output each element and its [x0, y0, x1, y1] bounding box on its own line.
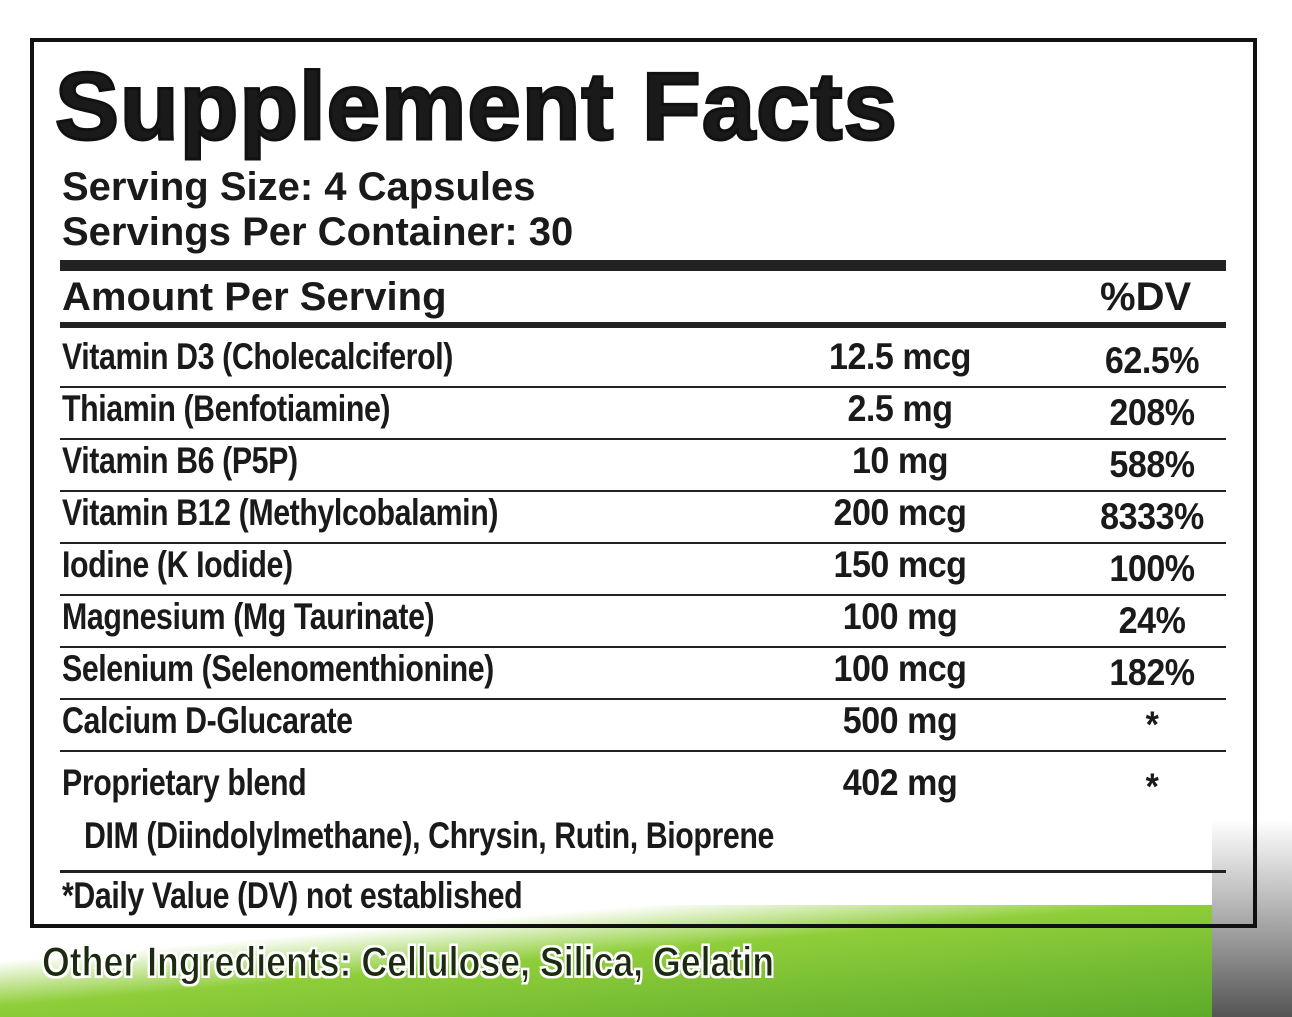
nutrient-name: Thiamin (Benfotiamine): [62, 388, 391, 429]
nutrient-dv: 24%: [1118, 600, 1186, 641]
row-rule: [60, 698, 1226, 700]
nutrient-name: Vitamin B12 (Methylcobalamin): [62, 492, 499, 533]
nutrient-amount: 200 mcg: [833, 492, 967, 533]
footnote-rule: [60, 870, 1226, 873]
row-rule: [60, 438, 1226, 440]
row-rule: [60, 490, 1226, 492]
serving-size: Serving Size: 4 Capsules: [62, 165, 536, 209]
nutrient-name: Vitamin B6 (P5P): [62, 440, 298, 481]
nutrient-amount: 402 mg: [842, 762, 958, 803]
row-rule: [60, 594, 1226, 596]
gray-edge: [1212, 820, 1292, 1017]
nutrient-dv: *: [1145, 704, 1159, 745]
nutrient-dv: *: [1145, 766, 1159, 807]
servings-per-container: Servings Per Container: 30: [62, 210, 574, 254]
nutrient-amount: 12.5 mcg: [828, 336, 972, 377]
nutrient-dv: 588%: [1109, 444, 1195, 485]
dv-header: %DV: [1100, 275, 1192, 319]
other-ingredients: Other Ingredients: Cellulose, Silica, Ge…: [42, 938, 775, 986]
nutrient-name: Iodine (K Iodide): [62, 544, 293, 585]
medium-rule: [60, 322, 1226, 328]
nutrient-dv: 208%: [1109, 392, 1195, 433]
nutrient-amount: 150 mcg: [833, 544, 967, 585]
nutrient-name: Magnesium (Mg Taurinate): [62, 596, 435, 637]
green-swoosh: [0, 905, 1292, 1017]
nutrient-name: Vitamin D3 (Cholecalciferol): [62, 336, 453, 377]
title: Supplement Facts: [54, 52, 899, 162]
nutrient-dv: 8333%: [1100, 496, 1204, 537]
row-rule: [60, 542, 1226, 544]
nutrient-amount: 500 mg: [842, 700, 958, 741]
row-rule: [60, 646, 1226, 648]
nutrient-dv: 182%: [1109, 652, 1195, 693]
nutrient-amount: 100 mg: [842, 596, 958, 637]
nutrient-amount: 2.5 mg: [847, 388, 953, 429]
facts-panel: [30, 38, 1257, 928]
nutrient-amount: 100 mcg: [833, 648, 967, 689]
nutrient-dv: 100%: [1109, 548, 1195, 589]
row-rule: [60, 750, 1226, 752]
row-rule: [60, 386, 1226, 388]
nutrient-dv: 62.5%: [1104, 340, 1200, 381]
nutrient-amount: 10 mg: [851, 440, 949, 481]
amount-header: Amount Per Serving: [62, 275, 447, 319]
nutrient-name: Selenium (Selenomenthionine): [62, 648, 494, 689]
footnote: *Daily Value (DV) not established: [62, 875, 523, 916]
nutrient-name: Proprietary blend: [62, 762, 307, 803]
nutrient-name: Calcium D-Glucarate: [62, 700, 353, 741]
thick-rule: [60, 260, 1226, 271]
blend-ingredients: DIM (Diindolylmethane), Chrysin, Rutin, …: [84, 815, 774, 856]
